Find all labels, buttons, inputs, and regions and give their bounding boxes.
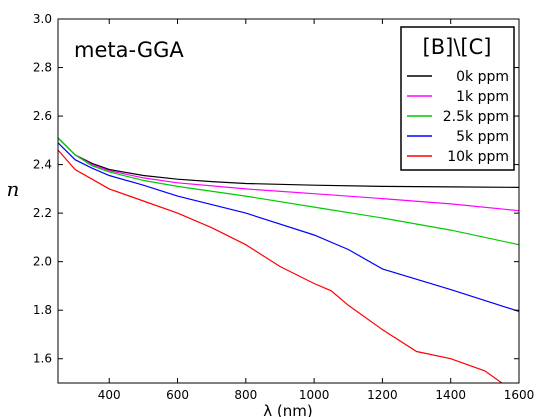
series-line-1 bbox=[58, 137, 519, 212]
y-tick-label: 1.8 bbox=[33, 303, 52, 317]
plot-frame bbox=[57, 18, 520, 384]
x-axis-title: λ (nm) bbox=[263, 402, 312, 417]
x-tick-label: 1200 bbox=[367, 388, 398, 402]
y-tick-label: 3.0 bbox=[33, 12, 52, 26]
series-line-4 bbox=[58, 149, 503, 383]
series-line-0 bbox=[58, 137, 519, 188]
x-tick-label: 1600 bbox=[504, 388, 535, 402]
y-tick-label: 2.2 bbox=[33, 206, 52, 220]
series-line-3 bbox=[58, 142, 519, 312]
legend-label: 2.5k ppm bbox=[443, 109, 509, 125]
y-tick-label: 2.4 bbox=[33, 158, 52, 172]
legend-label: 1k ppm bbox=[456, 89, 509, 105]
legend-entries: 0k ppm 1k ppm 2.5k ppm 5k ppm 10k ppm bbox=[407, 69, 509, 165]
y-tick-label: 2.0 bbox=[33, 255, 52, 269]
legend-label: 0k ppm bbox=[456, 69, 509, 85]
series-lines bbox=[58, 137, 519, 383]
series-line-2 bbox=[58, 137, 519, 246]
x-tick-label: 1400 bbox=[435, 388, 466, 402]
x-tick-label: 800 bbox=[234, 388, 257, 402]
legend-label: 5k ppm bbox=[456, 129, 509, 145]
y-axis-title: n bbox=[7, 177, 20, 201]
x-tick-label: 400 bbox=[98, 388, 121, 402]
legend-box bbox=[400, 26, 515, 171]
plot-annotation: meta-GGA bbox=[74, 38, 184, 62]
y-tick-label: 2.6 bbox=[33, 109, 52, 123]
legend: [B]\[C] 0k ppm 1k ppm 2.5k ppm 5k ppm 10k pp… bbox=[400, 26, 515, 171]
y-tick-label: 2.8 bbox=[33, 61, 52, 75]
legend-title: [B]\[C] bbox=[423, 35, 492, 59]
y-tick-label: 1.6 bbox=[33, 352, 52, 366]
y-axis-ticks: 1.6 1.8 2.0 2.2 2.4 2.6 2.8 3.0 bbox=[33, 12, 519, 366]
x-tick-label: 1000 bbox=[299, 388, 330, 402]
x-axis-ticks: 400 600 800 1000 1200 1400 1600 bbox=[98, 19, 535, 402]
legend-label: 10k ppm bbox=[447, 149, 509, 165]
x-tick-label: 600 bbox=[166, 388, 189, 402]
